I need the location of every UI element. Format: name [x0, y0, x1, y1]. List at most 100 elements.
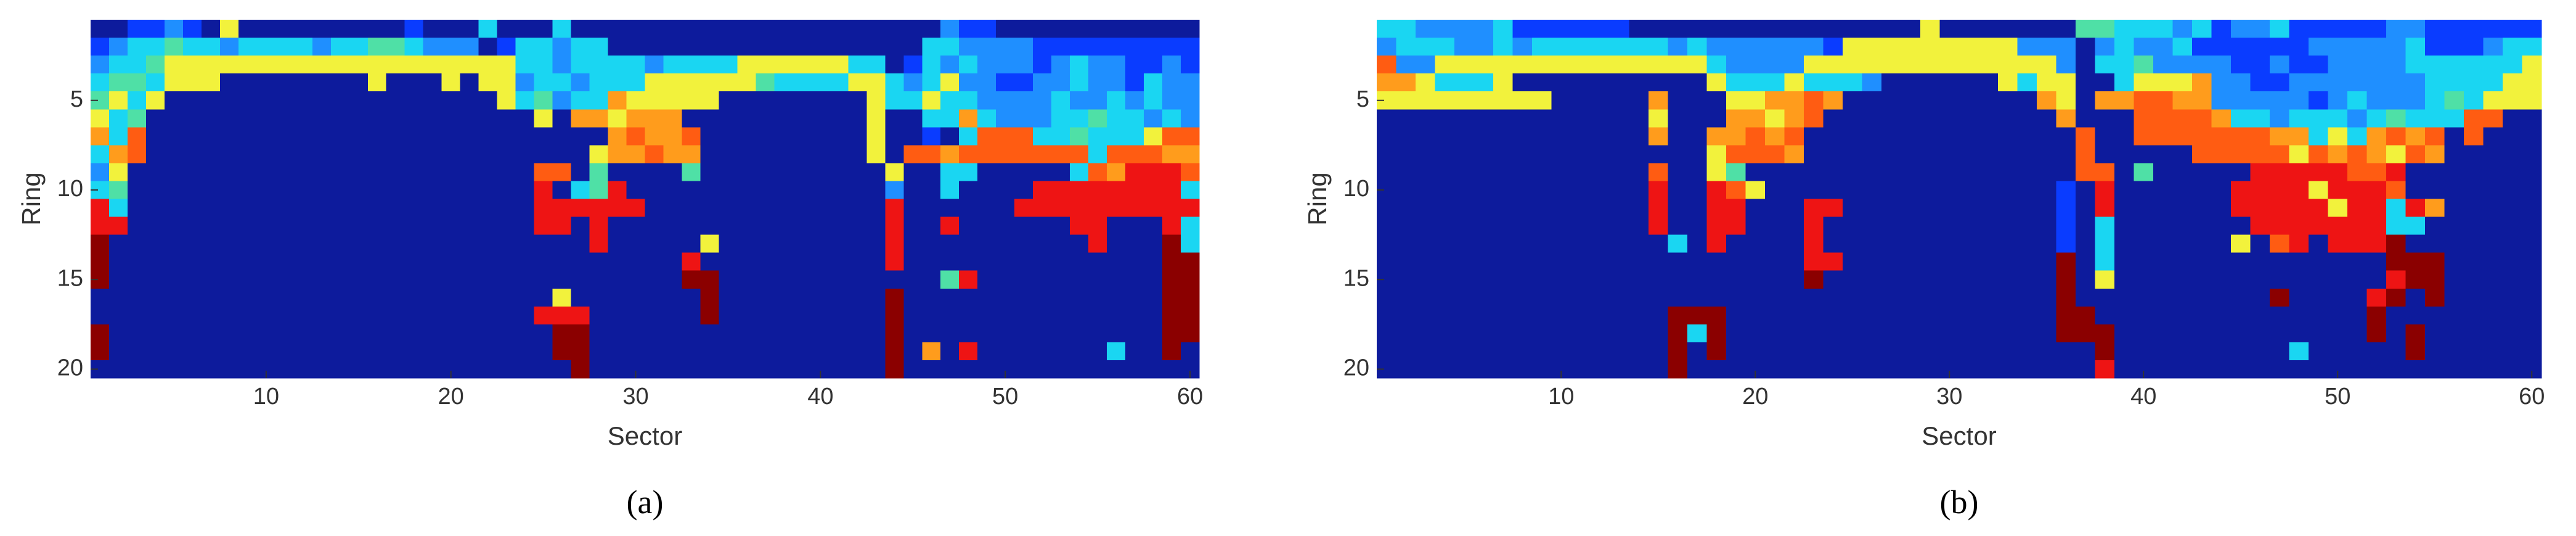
heatmap-cell — [2503, 360, 2523, 379]
heatmap-cell — [1070, 360, 1089, 379]
heatmap-cell — [1416, 306, 1436, 325]
heatmap-cell — [91, 163, 110, 182]
heatmap-cell — [2134, 306, 2154, 325]
heatmap-cell — [1939, 163, 1960, 182]
heatmap-cell — [2444, 270, 2464, 289]
heatmap-cell — [182, 342, 202, 361]
heatmap-cell — [2464, 288, 2484, 307]
heatmap-cell — [1649, 91, 1669, 110]
heatmap-cell — [127, 109, 147, 128]
heatmap-cell — [238, 199, 258, 218]
heatmap-cell — [1629, 270, 1649, 289]
y-tick-label: 20 — [57, 355, 83, 381]
heatmap-cell — [1107, 109, 1126, 128]
heatmap-cell — [608, 324, 627, 343]
heatmap-cell — [2037, 163, 2057, 182]
heatmap-cell — [2153, 306, 2174, 325]
heatmap-cell — [866, 163, 886, 182]
heatmap-cell — [1125, 252, 1144, 271]
heatmap-cell — [1939, 181, 1960, 200]
heatmap-cell — [2153, 91, 2174, 110]
heatmap-cell — [1125, 270, 1144, 289]
heatmap-cell — [1649, 181, 1669, 200]
heatmap-cell — [1107, 216, 1126, 236]
heatmap-cell — [645, 145, 664, 163]
heatmap-cell — [940, 127, 960, 146]
heatmap-cell — [1804, 163, 1824, 182]
heatmap-cell — [2172, 342, 2193, 361]
heatmap-cell — [1687, 270, 1708, 289]
heatmap-cell — [996, 56, 1015, 74]
heatmap-cell — [312, 342, 332, 361]
heatmap-cell — [2114, 252, 2135, 271]
heatmap-cell — [552, 270, 572, 289]
heatmap-cell — [182, 109, 202, 128]
heatmap-cell — [1014, 145, 1033, 163]
heatmap-cell — [2309, 234, 2329, 254]
heatmap-cell — [460, 252, 479, 271]
heatmap-cell — [1551, 234, 1571, 254]
heatmap-cell — [1901, 181, 1921, 200]
heatmap-cell — [996, 342, 1015, 361]
heatmap-cell — [2483, 234, 2503, 254]
heatmap-cell — [2289, 234, 2309, 254]
heatmap-cell — [2347, 288, 2368, 307]
heatmap-cell — [1998, 252, 2018, 271]
heatmap-cell — [811, 306, 830, 325]
heatmap-cell — [534, 306, 553, 325]
heatmap-cell — [1162, 324, 1181, 343]
heatmap-cell — [626, 306, 646, 325]
heatmap-cell — [2405, 252, 2426, 271]
heatmap-cell — [2309, 20, 2329, 38]
heatmap-cell — [2522, 91, 2542, 110]
heatmap-cell — [330, 270, 350, 289]
heatmap-cell — [2153, 109, 2174, 128]
heatmap-cell — [1551, 216, 1571, 236]
heatmap-cell — [1726, 91, 1747, 110]
heatmap-cell — [1416, 20, 1436, 38]
heatmap-cell — [2134, 270, 2154, 289]
heatmap-cell — [2134, 73, 2154, 92]
heatmap-cell — [2366, 324, 2387, 343]
heatmap-cell — [996, 306, 1015, 325]
heatmap-cell — [1014, 38, 1033, 56]
heatmap-cell — [1765, 181, 1785, 200]
heatmap-cell — [1706, 20, 1727, 38]
heatmap-cell — [608, 145, 627, 163]
heatmap-cell — [108, 38, 128, 56]
heatmap-cell — [1512, 20, 1533, 38]
heatmap-cell — [1033, 360, 1052, 379]
heatmap-cell — [774, 288, 793, 307]
heatmap-cell — [1784, 199, 1804, 218]
heatmap-cell — [1571, 342, 1591, 361]
heatmap-cell — [404, 252, 424, 271]
heatmap-cell — [349, 252, 369, 271]
heatmap-cell — [1033, 199, 1052, 218]
heatmap-cell — [1551, 145, 1571, 163]
heatmap-cell — [404, 360, 424, 379]
heatmap-cell — [1920, 56, 1941, 74]
heatmap-cell — [700, 145, 720, 163]
heatmap-cell — [1765, 73, 1785, 92]
heatmap-cell — [2347, 127, 2368, 146]
heatmap-cell — [108, 163, 128, 182]
heatmap-cell — [2464, 109, 2484, 128]
heatmap-cell — [2250, 91, 2270, 110]
heatmap-cell — [1088, 91, 1107, 110]
heatmap-cell — [1512, 252, 1533, 271]
heatmap-cell — [164, 91, 184, 110]
heatmap-cell — [2270, 38, 2290, 56]
heatmap-cell — [1920, 163, 1941, 182]
heatmap-cell — [1939, 127, 1960, 146]
y-tick-label: 5 — [70, 86, 83, 112]
heatmap-cell — [1959, 56, 1979, 74]
heatmap-cell — [571, 252, 590, 271]
heatmap-cell — [719, 342, 738, 361]
heatmap-cell — [977, 216, 997, 236]
heatmap-cell — [2444, 234, 2464, 254]
heatmap-cell — [497, 324, 516, 343]
heatmap-cell — [367, 360, 387, 379]
heatmap-cell — [2114, 109, 2135, 128]
heatmap-cell — [534, 127, 553, 146]
heatmap-cell — [1377, 306, 1397, 325]
